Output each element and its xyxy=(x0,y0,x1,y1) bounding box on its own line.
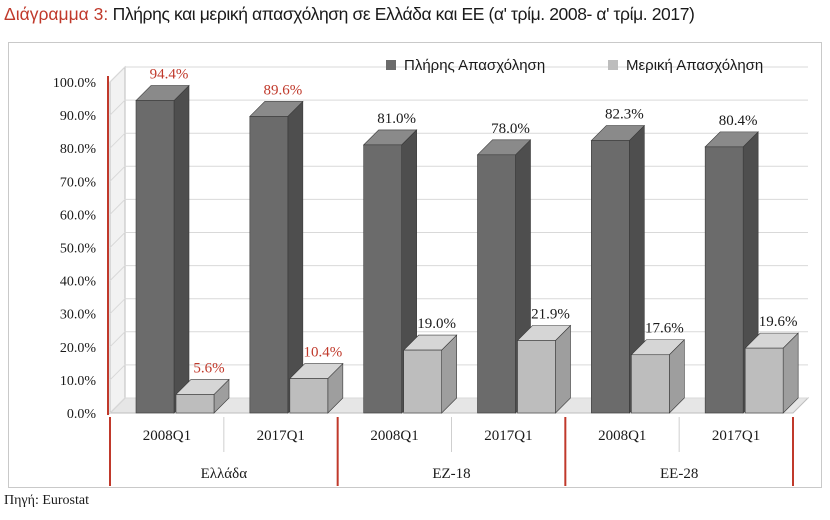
chart-title-text: Πλήρης και μερική απασχόληση σε Ελλάδα κ… xyxy=(112,4,695,24)
bar-full xyxy=(476,139,532,414)
data-label-full: 94.4% xyxy=(150,67,189,83)
bar-full-front xyxy=(363,144,402,414)
y-tick-label: 70.0% xyxy=(60,175,97,190)
data-label-part: 19.0% xyxy=(417,316,456,332)
gridline xyxy=(109,364,808,381)
data-label-full: 89.6% xyxy=(263,82,302,98)
bar-part-front xyxy=(403,349,442,414)
x-tick-label: 2008Q1 xyxy=(143,428,191,444)
data-label-part: 21.9% xyxy=(531,307,570,323)
gridline xyxy=(109,66,808,83)
gridline xyxy=(109,331,808,348)
y-tick-label: 20.0% xyxy=(60,341,97,356)
x-tick-label: 2017Q1 xyxy=(484,428,532,444)
y-tick-label: 10.0% xyxy=(60,374,97,389)
legend-swatch xyxy=(608,60,618,70)
x-tick-label: 2017Q1 xyxy=(712,428,760,444)
bar-full-side xyxy=(173,84,190,414)
legend-label: Πλήρης Απασχόληση xyxy=(404,57,545,74)
y-tick-label: 100.0% xyxy=(53,76,97,91)
bar-full-front xyxy=(135,100,175,414)
chart-title: Διάγραμμα 3: Πλήρης και μερική απασχόλησ… xyxy=(4,4,695,25)
data-label-part: 19.6% xyxy=(759,314,798,330)
x-tick-label: 2017Q1 xyxy=(257,428,305,444)
bar-part-front xyxy=(175,394,215,414)
x-tick-label: 2008Q1 xyxy=(370,428,418,444)
gridline xyxy=(109,298,808,315)
bar-part-front xyxy=(289,378,329,414)
bar-part-front xyxy=(631,354,670,414)
bar-part-front xyxy=(744,347,784,414)
bar-part xyxy=(402,334,458,414)
bar-full xyxy=(362,129,418,414)
bar-part xyxy=(175,378,230,414)
data-label-part: 5.6% xyxy=(193,360,224,376)
x-tick-label: 2008Q1 xyxy=(598,428,646,444)
legend-swatch xyxy=(386,60,396,70)
data-label-part: 10.4% xyxy=(303,345,342,361)
data-label-full: 81.0% xyxy=(377,111,416,127)
bar-full-front xyxy=(249,116,289,414)
data-label-full: 80.4% xyxy=(719,113,758,129)
bar-part xyxy=(630,339,686,414)
gridline xyxy=(109,265,808,281)
y-tick-label: 30.0% xyxy=(60,308,97,323)
y-tick-label: 0.0% xyxy=(67,407,97,422)
bar-full xyxy=(249,100,304,414)
bar-full-front xyxy=(704,146,744,414)
bar-full xyxy=(704,131,759,414)
group-label: ΕΕ-28 xyxy=(660,466,698,482)
legend-label: Μερική Απασχόληση xyxy=(626,57,763,74)
chart-title-prefix: Διάγραμμα 3: xyxy=(4,4,109,24)
data-label-full: 78.0% xyxy=(491,121,530,137)
y-tick-label: 50.0% xyxy=(60,242,97,257)
bar-part xyxy=(516,324,572,414)
y-tick-label: 90.0% xyxy=(60,109,97,124)
source-note: Πηγή: Eurostat xyxy=(4,493,89,508)
bar-full xyxy=(590,124,646,414)
gridline xyxy=(109,397,808,414)
y-tick-label: 60.0% xyxy=(60,208,97,223)
data-label-part: 17.6% xyxy=(645,321,684,337)
y-tick-label: 40.0% xyxy=(60,275,97,290)
bar-full-front xyxy=(591,140,630,414)
bar-full-front xyxy=(477,154,516,414)
y-tick-label: 80.0% xyxy=(60,142,97,157)
gridline xyxy=(109,99,808,116)
bar-full xyxy=(135,84,190,414)
gridline xyxy=(109,232,808,248)
group-label: Ελλάδα xyxy=(201,466,248,482)
data-label-full: 82.3% xyxy=(605,107,644,123)
group-label: ΕΖ-18 xyxy=(432,466,470,482)
gridline xyxy=(109,198,808,215)
bar-full-side xyxy=(287,100,304,414)
bar-part-front xyxy=(517,340,556,414)
chart-frame xyxy=(8,42,822,488)
bar-part xyxy=(744,332,799,414)
bar-part xyxy=(289,362,344,414)
gridline xyxy=(109,132,808,149)
gridline xyxy=(109,165,808,182)
